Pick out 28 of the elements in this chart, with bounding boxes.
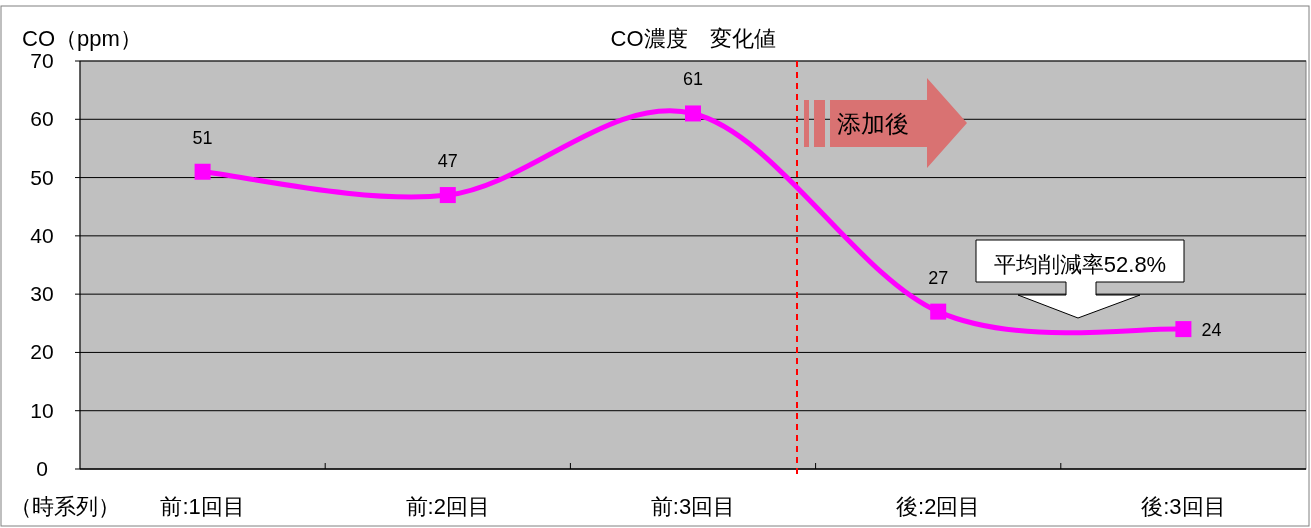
y-tick-label: 20 (30, 340, 54, 364)
x-tick-label: 前:1回目 (160, 494, 245, 519)
point (930, 303, 947, 320)
y-axis-title: CO（ppm） (22, 26, 142, 51)
point (439, 187, 456, 204)
x-tick-label: 前:3回目 (650, 494, 736, 519)
x-tick-label: 後:2回目 (896, 494, 981, 519)
x-tick-label: 前:2回目 (405, 494, 490, 519)
y-tick-label: 50 (30, 165, 54, 189)
y-tick-label: 70 (30, 49, 54, 72)
data-label: 51 (192, 127, 213, 148)
y-tick-label: 40 (30, 223, 54, 247)
y-tick-label: 60 (30, 107, 54, 131)
y-tick-label: 10 (30, 398, 54, 422)
annotation: 平均削減率52.8% (993, 252, 1167, 277)
y-tick-label: 30 (30, 282, 54, 306)
x-axis-title: （時系列） (10, 494, 120, 519)
chart-title: CO濃度 変化値 (610, 26, 776, 51)
data-label: 24 (1201, 320, 1222, 341)
data-label: 27 (928, 267, 949, 288)
data-label: 47 (437, 151, 458, 172)
point (1175, 321, 1192, 338)
x-tick-label: 後:3回目 (1141, 494, 1226, 519)
point (685, 105, 701, 122)
annotation: 添加後 (837, 110, 909, 137)
data-label: 61 (682, 69, 704, 90)
point (194, 163, 211, 180)
y-tick-label: 0 (36, 457, 48, 480)
